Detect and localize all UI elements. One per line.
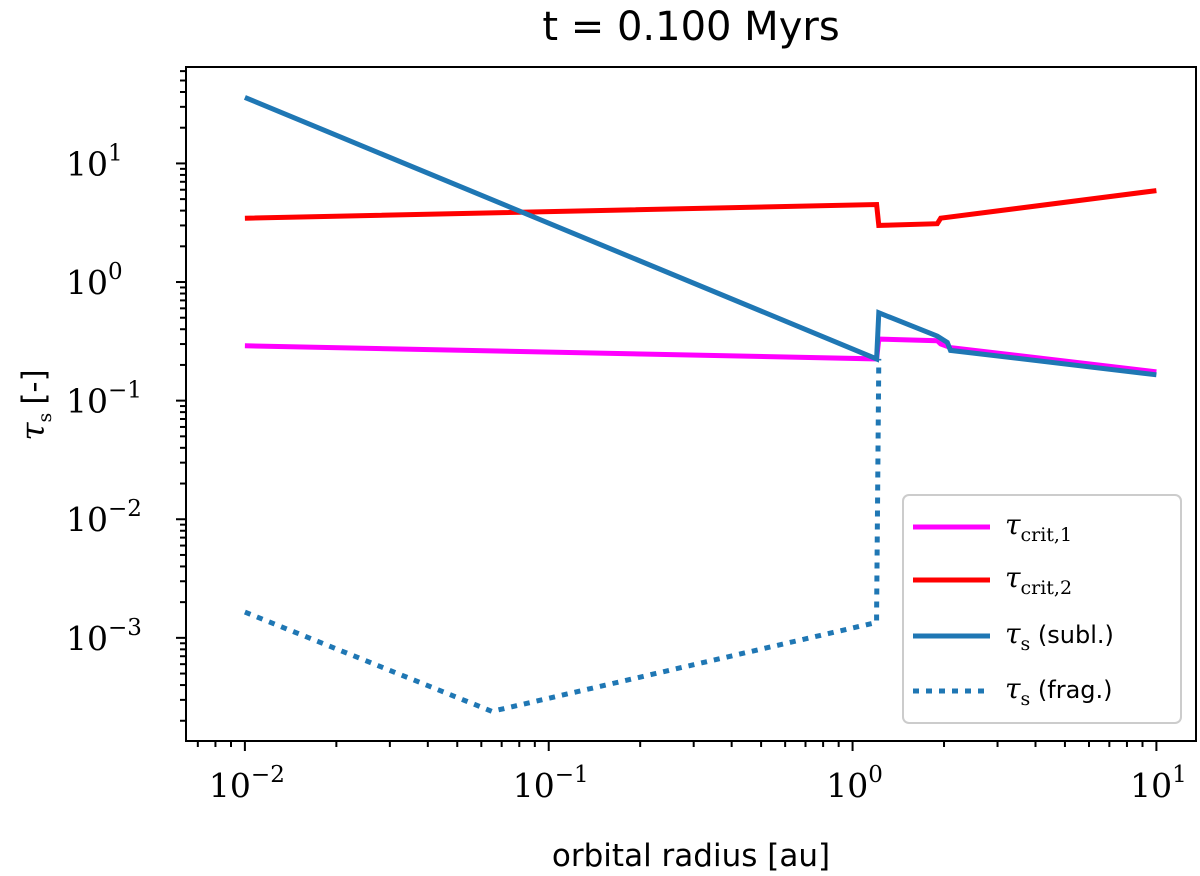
y-tick-base: 10 — [66, 619, 108, 658]
y-axis-label-sub: s — [34, 413, 56, 423]
svg-text:τs[-]: τs [-] — [13, 369, 56, 440]
x-tick-label: 100 — [826, 762, 883, 805]
y-tick-base: 10 — [66, 382, 108, 421]
x-tick-exp: 1 — [1172, 762, 1187, 788]
y-tick-base: 10 — [66, 263, 108, 302]
x-tick-label: 10−2 — [209, 762, 285, 805]
x-axis-ticks: 10−2 10−1 100 101 — [196, 741, 1187, 805]
legend-item-tau_crit_1: τcrit,1 — [913, 508, 1072, 546]
y-tick-exp: −1 — [108, 378, 142, 404]
y-tick-label: 10−1 — [66, 378, 142, 421]
legend-item-tau_crit_2: τcrit,2 — [913, 561, 1072, 599]
legend-label-symbol: τ — [1005, 617, 1021, 650]
x-tick-exp: 0 — [868, 762, 883, 788]
legend-label-suffix: (subl.) — [1030, 621, 1114, 649]
legend-label: τs (frag.) — [1005, 672, 1113, 710]
legend-label: τcrit,1 — [1005, 508, 1072, 546]
series-layer — [243, 95, 1157, 715]
y-tick-label: 10−3 — [66, 615, 142, 658]
legend-label-sub: crit,1 — [1021, 524, 1073, 546]
y-tick-exp: −2 — [108, 496, 142, 522]
x-axis-label: orbital radius [au] — [552, 838, 830, 874]
x-tick-base: 10 — [209, 766, 251, 805]
legend-label-suffix: (frag.) — [1030, 676, 1112, 704]
y-tick-exp: 1 — [108, 140, 123, 166]
y-axis-label-units: [-] — [16, 369, 52, 404]
y-tick-label: 10−2 — [66, 496, 142, 539]
y-tick-base: 10 — [66, 500, 108, 539]
y-tick-label: 100 — [66, 259, 123, 302]
legend-label-sub: crit,2 — [1021, 577, 1073, 599]
x-tick-exp: −2 — [251, 762, 285, 788]
series-line-tau_crit_1 — [244, 336, 1157, 375]
chart-title: t = 0.100 Myrs — [542, 4, 839, 50]
legend-label-symbol: τ — [1005, 561, 1021, 594]
x-tick-label: 101 — [1130, 762, 1187, 805]
axes-frame — [185, 66, 1197, 742]
series-line-tau_s_frag — [243, 358, 882, 715]
legend-item-tau_s_frag: τs (frag.) — [913, 672, 1113, 710]
series-line-tau_crit_2 — [244, 188, 1157, 228]
legend-label-symbol: τ — [1005, 672, 1021, 705]
x-tick-base: 10 — [513, 766, 555, 805]
x-tick-base: 10 — [826, 766, 868, 805]
legend-box — [902, 494, 1182, 724]
series-line-tau_s_subl — [243, 95, 1157, 378]
legend-item-tau_s_subl: τs (subl.) — [913, 617, 1114, 655]
y-axis-label-symbol: τ — [13, 422, 52, 441]
legend-label-sub: s — [1021, 633, 1031, 655]
legend-label: τcrit,2 — [1005, 561, 1072, 599]
legend-label: τs (subl.) — [1005, 617, 1114, 655]
y-tick-exp: −3 — [108, 615, 142, 641]
y-tick-exp: 0 — [108, 259, 123, 285]
x-tick-base: 10 — [1130, 766, 1172, 805]
legend-label-symbol: τ — [1005, 508, 1021, 541]
x-tick-exp: −1 — [555, 762, 589, 788]
y-axis-label: τs [-] — [13, 369, 56, 440]
legend-label-sub: s — [1021, 688, 1031, 710]
y-tick-label: 101 — [66, 140, 123, 183]
x-tick-label: 10−1 — [513, 762, 589, 805]
y-tick-base: 10 — [66, 144, 108, 183]
